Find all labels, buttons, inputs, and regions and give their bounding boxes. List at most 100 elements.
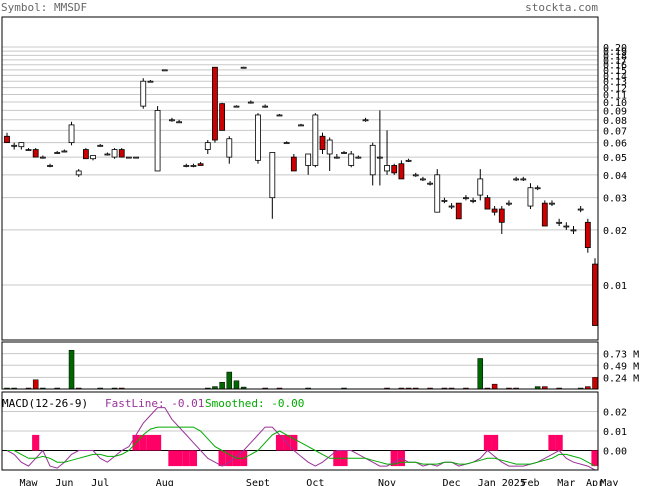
- macd-grid: [2, 411, 598, 451]
- candle-body: [348, 153, 355, 166]
- x-tick-label: Oct: [306, 478, 324, 486]
- candle-body: [161, 69, 168, 72]
- price-tick-label: 0.13: [603, 77, 627, 88]
- candle-body: [520, 178, 527, 181]
- candle-body: [269, 152, 276, 199]
- candle-body: [319, 135, 326, 150]
- macd-smoothed-label: Smoothed: -0.00: [205, 397, 304, 410]
- candle-body: [333, 156, 340, 159]
- macd-histogram-bar: [32, 434, 40, 451]
- candle-body: [169, 119, 175, 122]
- macd-histogram-bar: [390, 450, 398, 467]
- volume-bar: [233, 380, 240, 390]
- x-tick-label: Jun: [55, 478, 73, 486]
- price-tick-label: 0.07: [603, 126, 627, 137]
- candle-body: [326, 139, 333, 155]
- candle-body: [11, 144, 18, 147]
- macd-histogram-bar: [483, 434, 492, 451]
- price-tick-label: 0.01: [603, 281, 627, 292]
- x-tick-label: Jul: [91, 478, 109, 486]
- macd-histogram-bar: [275, 434, 284, 451]
- macd-histogram-bar: [555, 434, 563, 451]
- x-tick-label: May: [600, 478, 618, 486]
- price-grid: [2, 46, 598, 286]
- candle-body: [534, 187, 541, 190]
- candle-body: [104, 153, 111, 156]
- macd-histogram-bar: [189, 450, 198, 467]
- candle-body: [312, 114, 319, 166]
- candle-body: [448, 205, 455, 208]
- macd-histogram-bar: [218, 450, 226, 467]
- x-tick-label: Nov: [378, 478, 396, 486]
- volume-tick-label: 0.49 M: [603, 361, 639, 372]
- price-tick-label: 0.03: [603, 194, 627, 205]
- x-tick-label: Feb: [521, 478, 539, 486]
- candle-body: [262, 105, 269, 108]
- macd-lines: [6, 407, 596, 471]
- candle-body: [39, 156, 46, 159]
- volume-bar: [219, 381, 225, 390]
- macd-tick-label: 0.01: [603, 427, 627, 438]
- candle-body: [355, 156, 362, 159]
- macd-tick-label: 0.00: [603, 447, 627, 458]
- candle-body: [369, 144, 376, 176]
- candle-body: [147, 80, 154, 83]
- candle-body: [219, 103, 226, 131]
- macd-histogram-bar: [548, 434, 556, 451]
- candle-body: [118, 149, 125, 158]
- candle-body: [233, 105, 240, 108]
- volume-tick-label: 0.24 M: [603, 373, 639, 384]
- candle-body: [90, 155, 96, 160]
- price-tick-label: 0.17: [603, 56, 627, 67]
- candle-body: [577, 208, 584, 211]
- price-tick-label: 0.11: [603, 90, 627, 101]
- candle-body: [592, 263, 598, 326]
- candle-body: [111, 149, 118, 158]
- panel-frame: [1, 341, 599, 390]
- candle-body: [563, 225, 570, 228]
- candle-body: [75, 170, 82, 176]
- volume-bar: [226, 371, 233, 390]
- volume-bar: [491, 383, 498, 390]
- candle-body: [290, 156, 297, 172]
- x-tick-label: Mar: [557, 478, 575, 486]
- candle-body: [491, 208, 498, 213]
- candle-body: [298, 124, 304, 127]
- macd-tick-label: 0.02: [603, 408, 627, 419]
- panel-frame: [1, 16, 599, 341]
- macd-axis-labels: 0.02 0.01 0.00: [603, 408, 627, 458]
- price-tick-label: 0.08: [603, 116, 627, 127]
- candle-body: [176, 121, 182, 124]
- candle-body: [398, 163, 405, 180]
- macd-smoothed-line: [7, 426, 596, 467]
- candle-body: [391, 165, 398, 174]
- candle-body: [434, 174, 441, 213]
- panel-frames: [1, 16, 599, 471]
- candle-body: [126, 156, 132, 159]
- volume-bar: [592, 377, 598, 390]
- price-tick-label: 0.04: [603, 171, 627, 182]
- macd-histogram-bar: [146, 434, 154, 451]
- volume-bar: [68, 349, 75, 390]
- candle-body: [412, 174, 419, 177]
- candle-body: [68, 124, 75, 144]
- candle-body: [420, 178, 426, 181]
- price-tick-label: 0.05: [603, 153, 627, 164]
- macd-histogram-bar: [591, 450, 599, 467]
- candle-body: [276, 114, 283, 117]
- candle-body: [463, 197, 469, 200]
- volume-bar: [32, 379, 39, 390]
- price-tick-label: 0.19: [603, 47, 627, 58]
- candle-body: [61, 150, 68, 153]
- price-tick-label: 0.15: [603, 66, 627, 77]
- x-tick-label: Jan 2025: [478, 478, 526, 486]
- candle-body: [362, 119, 369, 122]
- candle-body: [305, 153, 312, 166]
- macd-fastline: [6, 407, 596, 471]
- symbol-label: Symbol: MMSDF: [1, 1, 87, 14]
- candle-body: [441, 199, 448, 202]
- candle-body: [197, 163, 204, 166]
